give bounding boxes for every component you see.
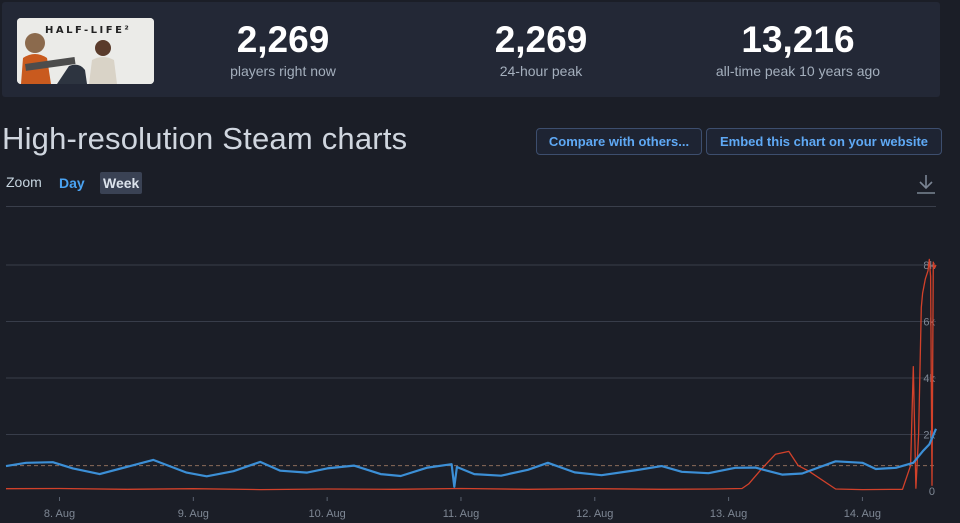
players-now-label: players right now xyxy=(230,63,336,79)
x-tick-label: 13. Aug xyxy=(710,508,747,520)
x-tick-label: 12. Aug xyxy=(576,508,613,520)
zoom-label: Zoom xyxy=(6,174,42,190)
embed-chart-button[interactable]: Embed this chart on your website xyxy=(706,128,942,155)
x-tick-label: 8. Aug xyxy=(44,508,75,520)
peak-24h-label: 24-hour peak xyxy=(499,63,583,79)
x-tick-label: 14. Aug xyxy=(844,508,881,520)
chart-top-divider xyxy=(6,206,936,207)
x-tick-label: 11. Aug xyxy=(443,508,480,520)
all-time-peak-value: 13,216 xyxy=(741,19,855,60)
stat-24h-peak: 2,269 24-hour peak xyxy=(431,19,651,80)
all-time-peak-label: all-time peak 10 years ago xyxy=(715,63,881,79)
y-tick-label: 4k xyxy=(923,373,935,385)
compare-button[interactable]: Compare with others... xyxy=(536,128,702,155)
download-icon[interactable] xyxy=(915,173,937,195)
stats-panel: HALF-LIFE² 2,269 players right now 2,269… xyxy=(2,2,940,97)
zoom-week-button[interactable]: Week xyxy=(100,172,143,194)
x-tick-label: 9. Aug xyxy=(178,508,209,520)
peak-24h-value: 2,269 xyxy=(494,19,588,60)
zoom-day-button[interactable]: Day xyxy=(59,175,85,191)
stat-players-now: 2,269 players right now xyxy=(173,19,393,80)
game-logo[interactable]: HALF-LIFE² xyxy=(17,18,154,84)
game-logo-text: HALF-LIFE² xyxy=(45,25,132,36)
series-line-secondary xyxy=(5,258,937,491)
stat-all-time-peak: 13,216 all-time peak 10 years ago xyxy=(688,19,908,80)
y-tick-label: 6k xyxy=(923,317,935,329)
game-logo-art xyxy=(17,18,154,84)
series-line-players xyxy=(5,428,938,488)
players-now-value: 2,269 xyxy=(236,19,330,60)
x-tick-label: 10. Aug xyxy=(308,508,345,520)
y-tick-label: 0 xyxy=(929,486,935,498)
page-title: High-resolution Steam charts xyxy=(2,121,408,156)
